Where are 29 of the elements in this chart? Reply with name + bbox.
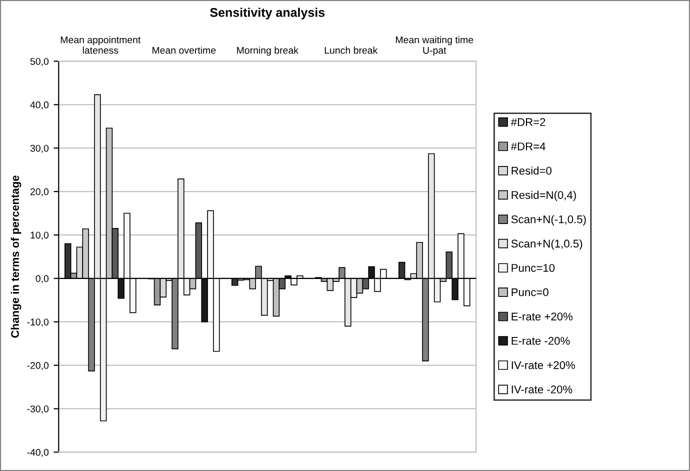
y-tick-label: -10,0 [27, 318, 49, 327]
x-tick-label: Morning break [237, 46, 298, 56]
y-tick-label: 30,0 [30, 144, 49, 153]
legend-label: Scan+N(1,0.5) [511, 239, 582, 250]
legend-label: Resid=N(0,4) [512, 190, 576, 202]
y-tick-label: 0,0 [36, 275, 49, 284]
legend-label: IV-rate -20% [512, 386, 572, 394]
y-tick-label: -20,0 [27, 362, 49, 370]
x-tick-label: Lunch break [324, 46, 378, 54]
x-tick-label: Mean overtime [152, 46, 216, 54]
x-tick-label: Mean waiting time U-pat [396, 36, 474, 56]
legend-label: #DR=4 [510, 142, 546, 150]
y-tick-label: -40,0 [27, 448, 49, 457]
legend-label: IV-rate +20% [512, 361, 575, 370]
legend-label: Resid=0 [512, 166, 552, 175]
chart-title: Sensitivity analysis [210, 8, 325, 20]
y-tick-label: -30,0 [27, 405, 49, 414]
legend-label: Punc=10 [512, 264, 555, 272]
x-tick-label: Mean appointment lateness [60, 36, 141, 54]
y-axis-title: Change in terms of percentage [10, 176, 22, 338]
legend-label: Punc=0 [512, 288, 548, 296]
y-tick-label: 20,0 [30, 188, 49, 196]
legend-label: Scan+N(-1,0.5) [511, 215, 586, 226]
y-tick-label: 10,0 [30, 232, 49, 240]
legend-label: E-rate +20% [512, 312, 573, 320]
legend-label: #DR=2 [510, 118, 546, 126]
y-tick-label: 50,0 [30, 58, 49, 66]
y-tick-label: 40,0 [30, 101, 49, 110]
legend-label: E-rate -20% [512, 336, 570, 345]
